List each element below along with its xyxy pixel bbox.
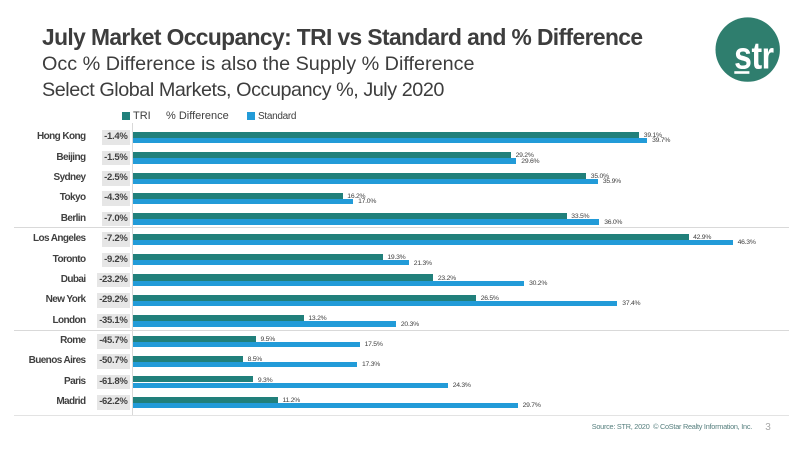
svg-text:str: str	[734, 35, 774, 77]
